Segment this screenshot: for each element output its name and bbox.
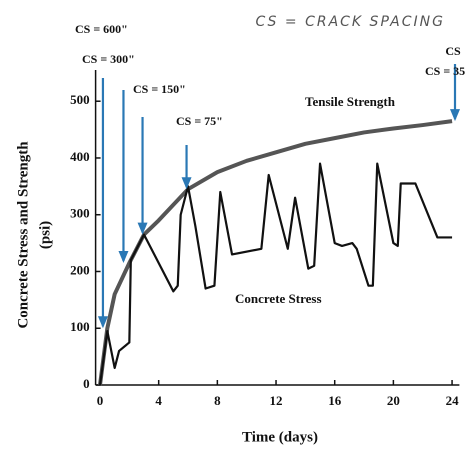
series-line bbox=[98, 119, 453, 386]
header: CS = CRACK SPACING bbox=[256, 14, 445, 30]
annotation-label: CS = 300" bbox=[82, 52, 135, 66]
y-tick-label: 0 bbox=[83, 376, 90, 391]
x-tick-label: 12 bbox=[270, 393, 283, 408]
y-tick-label: 200 bbox=[70, 262, 90, 277]
annotation-label: CS = 35" bbox=[425, 64, 465, 78]
x-tick-label: 16 bbox=[328, 393, 342, 408]
arrow-head bbox=[137, 222, 148, 235]
y-tick-label: 400 bbox=[70, 149, 90, 164]
x-tick-label: 8 bbox=[214, 393, 221, 408]
series-label: Concrete Stress bbox=[235, 291, 322, 306]
y-tick-label: 500 bbox=[70, 92, 90, 107]
x-tick-label: 24 bbox=[446, 393, 460, 408]
arrow-head bbox=[118, 250, 129, 263]
arrow-head bbox=[97, 316, 108, 329]
y-tick-label: 100 bbox=[70, 319, 90, 334]
x-tick-label: 20 bbox=[387, 393, 400, 408]
clipped-label: CS bbox=[445, 44, 461, 58]
y-tick-label: 300 bbox=[70, 206, 90, 221]
y-axis-label: (psi) bbox=[37, 221, 53, 249]
arrow-head bbox=[449, 109, 460, 122]
annotation-label: CS = 150" bbox=[133, 82, 186, 96]
y-axis-label: Concrete Stress and Strength bbox=[15, 141, 31, 329]
series-label: Tensile Strength bbox=[305, 94, 396, 109]
annotation-label: CS = 600" bbox=[75, 22, 128, 36]
series-line bbox=[98, 162, 453, 386]
x-tick-label: 4 bbox=[155, 393, 162, 408]
x-tick-label: 0 bbox=[97, 393, 104, 408]
arrow-head bbox=[181, 177, 192, 190]
x-axis-label: Time (days) bbox=[242, 429, 318, 445]
annotation-label: CS = 75" bbox=[176, 114, 223, 128]
